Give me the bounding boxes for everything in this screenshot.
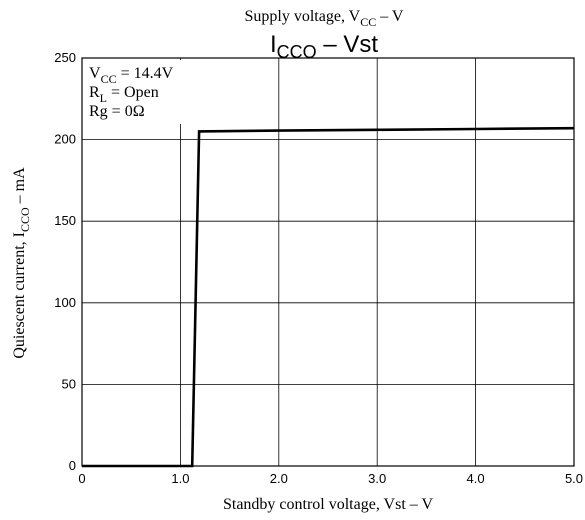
x-axis-label: Standby control voltage, Vst – V: [223, 496, 434, 513]
y-tick-label: 0: [69, 458, 76, 473]
y-axis-label-sub: CCO: [18, 207, 32, 232]
y-tick-label: 200: [54, 132, 76, 147]
chart-title: ICCO – Vst: [270, 31, 378, 62]
y-axis-label-pre: Quiescent current, I: [11, 232, 28, 359]
y-tick-label: 250: [54, 50, 76, 65]
conditions-background: [84, 60, 212, 124]
series-line: [82, 126, 575, 468]
y-tick-label: 150: [54, 213, 76, 228]
top-label-sub: CC: [360, 15, 376, 29]
y-tick-label: 50: [62, 376, 76, 391]
top-label-pre: Supply voltage, V: [245, 8, 361, 25]
x-tick-label: 3.0: [368, 471, 386, 486]
condition-sub: L: [100, 91, 107, 105]
condition-post: = 14.4V: [117, 65, 174, 82]
x-tick-label: 2.0: [270, 471, 288, 486]
condition-sub: CC: [101, 72, 117, 86]
chart-title-main: I: [270, 31, 277, 58]
x-tick-label: 4.0: [467, 471, 485, 486]
y-axis-label: Quiescent current, ICCO – mA: [11, 167, 32, 359]
chart-title-sub: CCO: [277, 42, 317, 62]
x-tick-label: 0: [78, 471, 85, 486]
top-label-post: – V: [376, 8, 404, 25]
top-label: Supply voltage, VCC – V: [245, 8, 404, 29]
plot-frame: [81, 57, 575, 467]
condition-line: VCC = 14.4V: [89, 65, 174, 86]
x-tick-label: 1.0: [171, 471, 189, 486]
y-tick-label: 100: [54, 295, 76, 310]
condition-pre: V: [89, 65, 101, 82]
condition-pre: R: [89, 84, 100, 101]
condition-post: = 0Ω: [108, 103, 145, 120]
condition-line: Rg = 0Ω: [89, 103, 145, 120]
series-layer: [82, 126, 575, 468]
chart-title-post: – Vst: [317, 31, 379, 58]
y-axis-label-post: – mA: [11, 167, 28, 207]
condition-pre: Rg: [89, 103, 108, 120]
condition-line: RL = Open: [89, 84, 159, 105]
tick-labels: 0 1.0 2.0 3.0 4.0 5.0 0 50 100 150 200 250: [54, 50, 583, 486]
condition-post: = Open: [107, 84, 159, 101]
x-tick-label: 5.0: [565, 471, 583, 486]
grid: [82, 58, 574, 466]
